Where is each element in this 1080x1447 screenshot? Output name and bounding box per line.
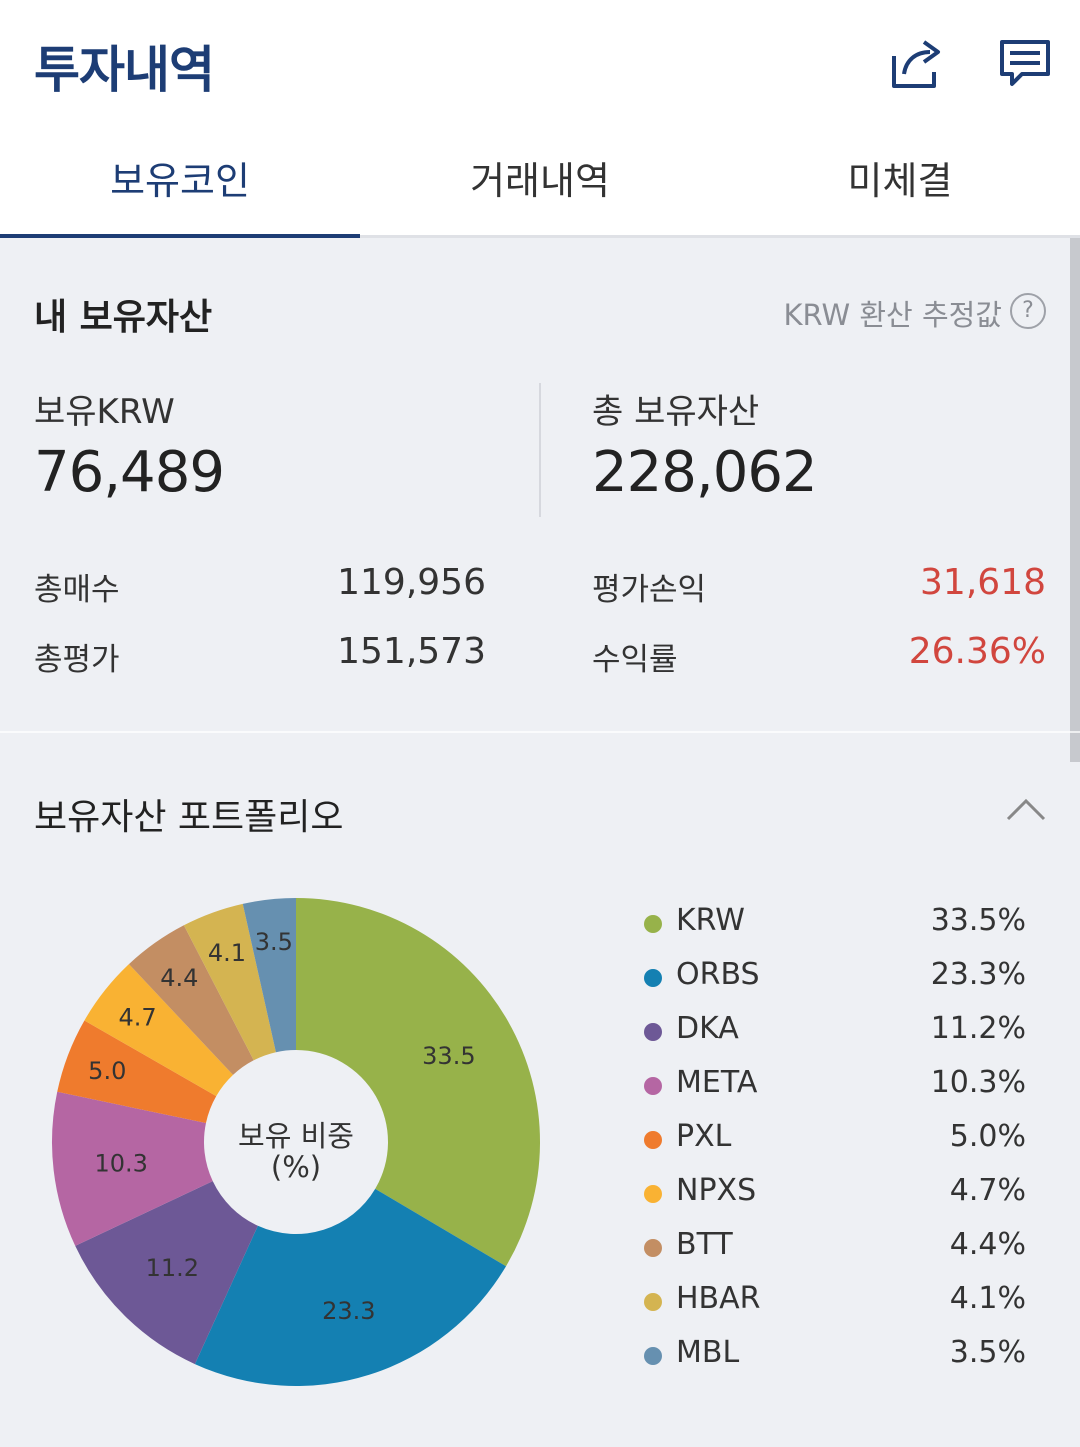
donut-center-label: 보유 비중	[238, 1119, 354, 1153]
slice-hbar	[183, 903, 276, 1061]
slice-meta	[51, 1091, 213, 1246]
chevron-up-icon[interactable]	[1006, 795, 1046, 825]
legend-percent: 10.3%	[930, 1065, 1026, 1100]
legend-dot	[644, 1293, 662, 1311]
legend-name: BTT	[676, 1227, 733, 1262]
total-assets-value: 228,062	[592, 440, 818, 505]
slice-npxs	[84, 964, 234, 1097]
legend-name: MBL	[676, 1335, 740, 1370]
legend-percent: 4.7%	[949, 1173, 1026, 1208]
legend-item-dka: DKA 11.2%	[644, 1011, 1026, 1051]
legend-percent: 4.4%	[949, 1227, 1026, 1262]
help-icon[interactable]: ?	[1010, 293, 1046, 329]
legend-item-mbl: MBL 3.5%	[644, 1335, 1026, 1375]
donut-center-unit: (%)	[270, 1150, 322, 1184]
legend-dot	[644, 969, 662, 987]
legend-dot	[644, 915, 662, 933]
legend-item-btt: BTT 4.4%	[644, 1227, 1026, 1267]
slice-dka	[75, 1181, 258, 1365]
return-rate-label: 수익률	[592, 642, 678, 678]
legend-item-pxl: PXL 5.0%	[644, 1119, 1026, 1159]
slice-label-orbs: 23.3	[322, 1297, 375, 1325]
portfolio-title: 보유자산 포트폴리오	[34, 797, 344, 838]
legend-item-npxs: NPXS 4.7%	[644, 1173, 1026, 1213]
total-eval-value: 151,573	[337, 631, 486, 672]
legend-item-krw: KRW 33.5%	[644, 903, 1026, 943]
total-eval-label: 총평가	[34, 642, 120, 678]
legend-dot	[644, 1239, 662, 1257]
slice-label-dka: 11.2	[146, 1254, 199, 1282]
tab-transactions[interactable]: 거래내역	[470, 159, 610, 203]
tab-bar: 보유코인 거래내역 미체결	[0, 130, 1080, 238]
legend-dot	[644, 1347, 662, 1365]
chat-icon[interactable]	[996, 34, 1056, 94]
legend-dot	[644, 1077, 662, 1095]
return-rate-value: 26.36%	[908, 631, 1046, 672]
legend-name: HBAR	[676, 1281, 761, 1316]
legend-percent: 4.1%	[949, 1281, 1026, 1316]
portfolio-donut-chart: 33.5 23.3 11.2 10.3 5.0 4.74.4 4.1 3.5	[51, 898, 540, 1386]
slice-label-hbar: 4.1	[208, 939, 246, 967]
legend-percent: 3.5%	[949, 1335, 1026, 1370]
slice-label-meta: 10.3	[94, 1149, 147, 1177]
page-title: 투자내역	[34, 41, 215, 99]
legend-percent: 23.3%	[930, 957, 1026, 992]
slice-mbl	[242, 898, 296, 1053]
slice-label-krw: 33.5	[422, 1042, 475, 1070]
total-assets-label: 총 보유자산	[592, 392, 760, 432]
tab-pending[interactable]: 미체결	[847, 159, 953, 203]
legend-item-hbar: HBAR 4.1%	[644, 1281, 1026, 1321]
legend-name: PXL	[676, 1119, 732, 1154]
section-divider	[0, 731, 1080, 733]
divider	[539, 383, 541, 517]
legend-name: NPXS	[676, 1173, 757, 1208]
app-header: 투자내역	[0, 0, 1080, 130]
profit-loss-label: 평가손익	[592, 572, 707, 608]
legend-dot	[644, 1131, 662, 1149]
scrollbar[interactable]	[1070, 238, 1080, 762]
legend-dot	[644, 1185, 662, 1203]
legend-item-meta: META 10.3%	[644, 1065, 1026, 1105]
total-buy-label: 총매수	[34, 572, 120, 608]
legend-percent: 33.5%	[930, 903, 1026, 938]
legend-dot	[644, 1023, 662, 1041]
slice-label-pxl: 5.0	[88, 1057, 126, 1085]
slice-label-btt: 4.4	[160, 964, 198, 992]
slice-orbs	[194, 1188, 507, 1386]
legend-percent: 5.0%	[949, 1119, 1026, 1154]
slice-label-npxs: 4.7	[118, 1004, 156, 1032]
legend-item-orbs: ORBS 23.3%	[644, 957, 1026, 997]
legend-name: ORBS	[676, 957, 760, 992]
legend-name: META	[676, 1065, 758, 1100]
profit-loss-value: 31,618	[920, 562, 1046, 603]
total-buy-value: 119,956	[337, 562, 486, 603]
krw-label: 보유KRW	[34, 392, 175, 432]
slice-krw	[296, 898, 540, 1267]
slice-pxl	[57, 1020, 217, 1124]
legend-name: DKA	[676, 1011, 739, 1046]
share-icon[interactable]	[886, 34, 946, 94]
slice-label-mbl: 3.5	[255, 928, 293, 956]
tab-holdings[interactable]: 보유코인	[0, 130, 360, 238]
krw-estimate-note: KRW 환산 추정값	[783, 298, 1002, 332]
assets-section-title: 내 보유자산	[34, 297, 213, 338]
legend-name: KRW	[676, 903, 745, 938]
legend-percent: 11.2%	[930, 1011, 1026, 1046]
slice-btt	[128, 925, 254, 1075]
krw-value: 76,489	[34, 440, 225, 505]
